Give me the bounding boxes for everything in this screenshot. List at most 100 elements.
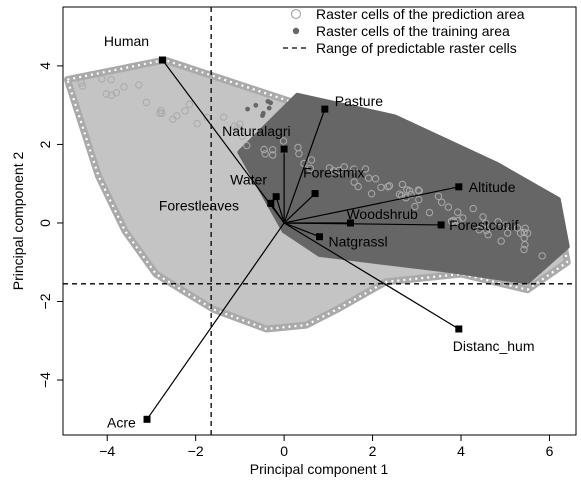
loading-label: Acre — [107, 414, 136, 430]
loading-forestconif: Forestconif — [284, 217, 518, 233]
training-point — [474, 170, 480, 176]
training-point — [343, 169, 349, 175]
training-point — [395, 175, 401, 181]
training-point — [491, 232, 497, 238]
training-point — [245, 106, 251, 112]
loading-marker — [159, 56, 167, 64]
loading-label: Water — [230, 172, 267, 188]
training-point — [501, 198, 506, 203]
loading-label: Distanc_hum — [453, 338, 535, 354]
prediction-point — [142, 98, 151, 107]
prediction-point — [354, 182, 362, 191]
training-point — [344, 157, 350, 162]
prediction-point — [407, 190, 415, 199]
plot-frame — [62, 6, 577, 436]
training-point — [289, 124, 294, 130]
training-point — [471, 197, 477, 203]
x-tick-label: 6 — [546, 443, 554, 459]
prediction-point — [340, 163, 348, 171]
prediction-point — [120, 83, 128, 91]
training-point — [478, 195, 484, 201]
prediction-point — [398, 180, 407, 189]
prediction-point — [107, 76, 115, 84]
training-point — [477, 186, 483, 192]
training-point — [318, 159, 324, 165]
loading-line — [162, 59, 285, 224]
loading-natgrassl: Natgrassl — [283, 222, 388, 250]
prediction-point — [364, 174, 373, 182]
y-tick-label: −2 — [37, 293, 53, 309]
prediction-point — [384, 183, 392, 191]
training-point — [332, 135, 337, 141]
prediction-point — [279, 137, 288, 145]
loading-marker — [455, 325, 463, 333]
prediction-point — [411, 202, 419, 211]
training-point — [549, 219, 555, 225]
prediction-point — [395, 190, 404, 198]
training-point — [289, 161, 294, 167]
prediction-point — [502, 221, 510, 229]
prediction-point — [479, 213, 487, 221]
training-point — [432, 169, 438, 174]
prediction-point — [306, 164, 314, 173]
training-point — [469, 187, 475, 193]
training-point — [372, 146, 378, 152]
training-point — [260, 110, 266, 116]
training-point — [518, 186, 524, 192]
training-point — [380, 147, 385, 153]
training-point — [475, 201, 481, 207]
training-point — [477, 206, 483, 211]
loading-line — [283, 108, 326, 224]
prediction-point — [261, 150, 269, 158]
prediction-point — [307, 156, 316, 164]
prediction-point — [269, 146, 277, 154]
loading-marker — [311, 190, 319, 198]
training-point — [509, 218, 514, 224]
training-point — [496, 230, 502, 236]
prediction-point — [415, 195, 423, 204]
loading-label: Woodshrub — [346, 206, 418, 222]
training-point — [253, 102, 259, 108]
legend: Raster cells of the prediction areaRaste… — [283, 6, 525, 56]
range-lines — [63, 7, 576, 435]
prediction-point — [294, 143, 302, 152]
prediction-point — [494, 218, 502, 226]
prediction-point — [181, 107, 189, 115]
legend-label: Raster cells of the training area — [316, 23, 510, 39]
prediction-point — [350, 165, 358, 173]
prediction-point — [107, 91, 116, 99]
training-point — [494, 190, 500, 196]
training-point — [355, 149, 360, 155]
loading-line — [283, 222, 460, 330]
loading-marker — [316, 233, 323, 241]
training-point — [466, 219, 471, 225]
training-point — [523, 189, 529, 195]
training-point — [266, 105, 272, 111]
training-point — [383, 173, 389, 179]
prediction-point — [459, 214, 467, 222]
loading-forestmix: Forestmix — [283, 165, 365, 224]
training-point — [467, 198, 473, 204]
prediction-point — [521, 241, 529, 249]
prediction-point — [444, 203, 453, 211]
training-point — [266, 123, 271, 128]
prediction-point — [185, 100, 194, 109]
training-point — [324, 131, 330, 137]
training-point — [265, 144, 270, 150]
prediction-point — [238, 132, 247, 140]
loading-line — [283, 186, 459, 224]
prediction-point — [520, 245, 528, 254]
prediction-point — [158, 109, 166, 117]
prediction-point — [385, 182, 394, 190]
loading-line — [146, 222, 285, 420]
prediction-point — [482, 226, 491, 235]
loading-label: Forestleaves — [159, 197, 239, 213]
prediction-point — [135, 81, 143, 89]
prediction-point — [520, 228, 528, 237]
loading-label: Altitude — [469, 179, 516, 195]
training-point — [367, 150, 373, 155]
training-point — [447, 190, 452, 196]
training-point — [276, 156, 281, 162]
loading-line — [284, 222, 442, 226]
